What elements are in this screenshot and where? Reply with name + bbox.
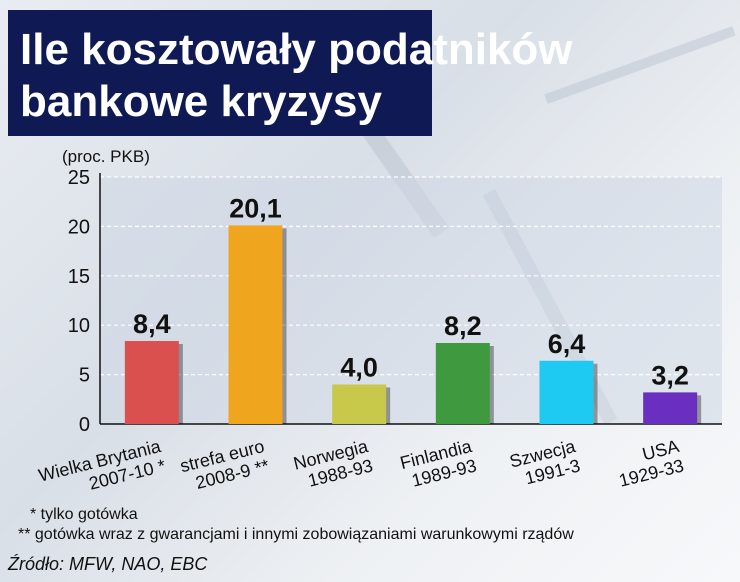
y-tick-label: 10	[68, 315, 90, 337]
value-label: 6,4	[548, 329, 586, 359]
value-label: 8,4	[133, 309, 171, 339]
y-axis-label: (proc. PKB)	[62, 147, 150, 166]
y-tick-label: 15	[68, 266, 90, 288]
bar-5	[643, 392, 698, 424]
y-tick-label: 25	[68, 167, 90, 189]
bar-2	[332, 384, 387, 424]
value-label: 4,0	[340, 352, 378, 382]
bar-3	[435, 342, 490, 424]
value-label: 3,2	[651, 360, 689, 390]
y-tick-label: 0	[79, 414, 90, 436]
title-box: Ile kosztowały podatników bankowe kryzys…	[8, 10, 573, 136]
footnote-1: * tylko gotówka	[30, 506, 138, 523]
y-tick-label: 5	[79, 365, 90, 387]
title-line-2: bankowe kryzysy	[20, 77, 382, 126]
source-note: Źródło: MFW, NAO, EBC	[8, 554, 208, 574]
value-label: 20,1	[229, 193, 282, 223]
footnote-2: ** gotówka wraz z gwarancjami i innymi z…	[18, 526, 574, 543]
y-tick-label: 20	[68, 216, 90, 238]
bar-1	[228, 225, 283, 424]
bar-4	[539, 360, 594, 424]
bar-0	[124, 341, 179, 424]
title-line-1: Ile kosztowały podatników	[20, 25, 573, 74]
value-label: 8,2	[444, 311, 482, 341]
plot-area	[100, 177, 722, 424]
